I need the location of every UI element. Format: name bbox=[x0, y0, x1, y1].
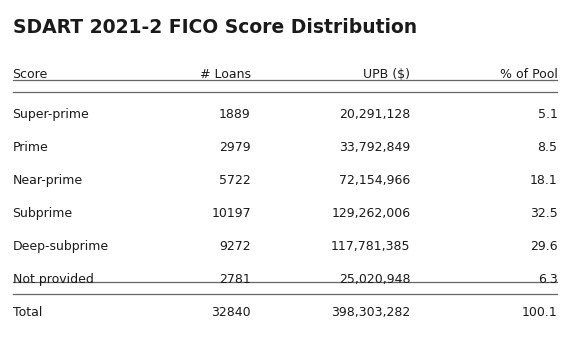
Text: 32.5: 32.5 bbox=[530, 207, 557, 220]
Text: 18.1: 18.1 bbox=[530, 174, 557, 187]
Text: 100.1: 100.1 bbox=[522, 306, 557, 319]
Text: 25,020,948: 25,020,948 bbox=[339, 273, 410, 286]
Text: Score: Score bbox=[13, 68, 48, 81]
Text: Super-prime: Super-prime bbox=[13, 108, 89, 121]
Text: 129,262,006: 129,262,006 bbox=[331, 207, 410, 220]
Text: 33,792,849: 33,792,849 bbox=[339, 141, 410, 154]
Text: Not provided: Not provided bbox=[13, 273, 93, 286]
Text: 398,303,282: 398,303,282 bbox=[331, 306, 410, 319]
Text: 32840: 32840 bbox=[211, 306, 251, 319]
Text: 9272: 9272 bbox=[219, 240, 251, 253]
Text: 20,291,128: 20,291,128 bbox=[339, 108, 410, 121]
Text: SDART 2021-2 FICO Score Distribution: SDART 2021-2 FICO Score Distribution bbox=[13, 18, 417, 37]
Text: 5722: 5722 bbox=[219, 174, 251, 187]
Text: 6.3: 6.3 bbox=[538, 273, 557, 286]
Text: Total: Total bbox=[13, 306, 42, 319]
Text: 1889: 1889 bbox=[219, 108, 251, 121]
Text: 72,154,966: 72,154,966 bbox=[339, 174, 410, 187]
Text: Subprime: Subprime bbox=[13, 207, 72, 220]
Text: # Loans: # Loans bbox=[200, 68, 251, 81]
Text: 2781: 2781 bbox=[219, 273, 251, 286]
Text: 117,781,385: 117,781,385 bbox=[331, 240, 410, 253]
Text: % of Pool: % of Pool bbox=[499, 68, 557, 81]
Text: 5.1: 5.1 bbox=[538, 108, 557, 121]
Text: UPB ($): UPB ($) bbox=[364, 68, 410, 81]
Text: Prime: Prime bbox=[13, 141, 48, 154]
Text: 29.6: 29.6 bbox=[530, 240, 557, 253]
Text: Near-prime: Near-prime bbox=[13, 174, 83, 187]
Text: Deep-subprime: Deep-subprime bbox=[13, 240, 109, 253]
Text: 8.5: 8.5 bbox=[538, 141, 557, 154]
Text: 2979: 2979 bbox=[219, 141, 251, 154]
Text: 10197: 10197 bbox=[211, 207, 251, 220]
